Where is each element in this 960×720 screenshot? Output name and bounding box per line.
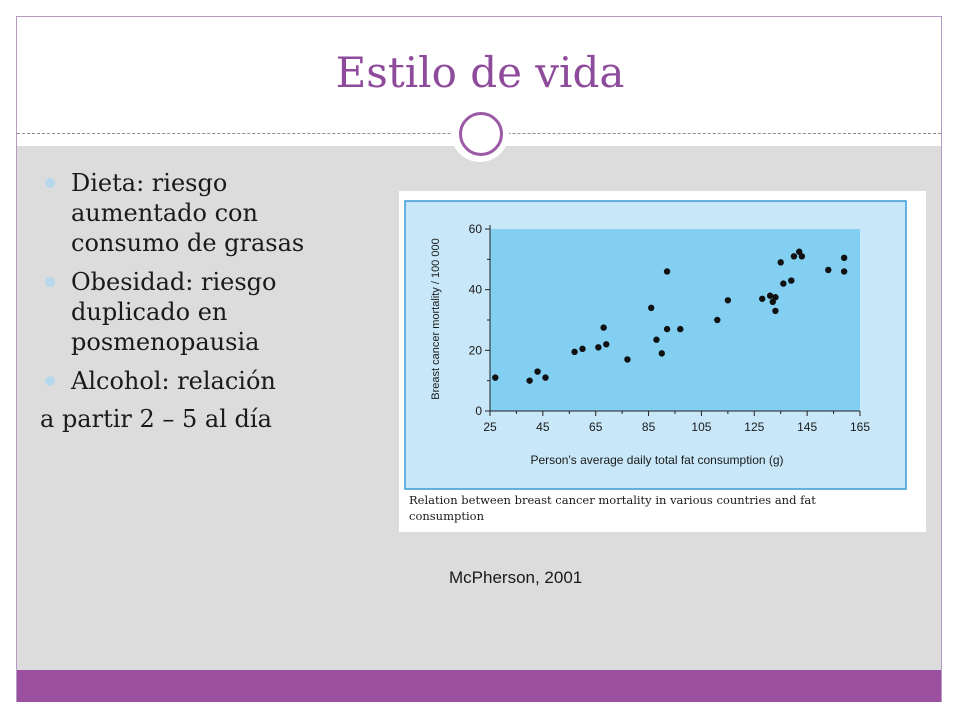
data-point	[571, 348, 578, 356]
bullet-dot-icon	[45, 277, 55, 287]
slide-title: Estilo de vida	[335, 48, 625, 97]
x-tick-label: 105	[691, 420, 711, 434]
bullet-text: Dieta: riesgo aumentado con consumo de g…	[71, 169, 305, 257]
data-point	[759, 295, 766, 302]
data-point	[677, 325, 684, 333]
data-point	[600, 324, 607, 331]
x-tick-label: 145	[797, 420, 817, 434]
bullet-dot-icon	[45, 178, 55, 188]
ring-icon	[459, 112, 503, 156]
bullet-text: Obesidad: riesgo duplicado en posmenopau…	[71, 268, 277, 356]
y-tick-label: 20	[469, 343, 483, 357]
data-point	[542, 374, 549, 381]
data-point	[579, 345, 586, 353]
y-axis-label: Breast cancer mortality / 100 000	[430, 238, 442, 399]
scatter-chart: 0 20 40 60 25 45 65 85 105 125 145 165 Person's ave…	[404, 200, 907, 523]
data-point	[534, 368, 541, 375]
data-point	[603, 341, 610, 348]
data-point	[624, 356, 631, 363]
data-point	[724, 297, 732, 304]
bullet-item: Alcohol: relación	[40, 366, 370, 396]
data-point	[658, 350, 665, 357]
x-axis-label: Person's average daily total fat consump…	[530, 453, 783, 467]
y-tick-label: 60	[469, 222, 483, 236]
caption-line: Relation between breast cancer mortality…	[409, 493, 816, 507]
data-point	[526, 377, 533, 384]
plot-area	[490, 229, 860, 411]
data-point	[777, 259, 784, 266]
source-citation: McPherson, 2001	[449, 568, 583, 587]
bullet-item: Dieta: riesgo aumentado con consumo de g…	[40, 168, 370, 258]
data-point	[595, 344, 602, 351]
data-point	[714, 316, 721, 324]
bullet-dot-icon	[45, 376, 55, 386]
x-tick-label: 65	[589, 420, 603, 434]
data-point	[790, 253, 798, 260]
data-point	[663, 268, 671, 275]
data-point	[788, 277, 795, 284]
continuation-text: a partir 2 – 5 al día	[40, 405, 272, 433]
data-point	[653, 336, 660, 343]
bottom-accent-bar	[17, 670, 941, 702]
data-point	[663, 325, 671, 333]
data-point	[825, 266, 832, 274]
data-point	[772, 294, 779, 301]
y-tick-label: 0	[475, 404, 482, 418]
data-point	[798, 253, 806, 260]
data-point	[780, 280, 787, 287]
x-tick-label: 45	[536, 420, 550, 434]
chart-figure: 0 20 40 60 25 45 65 85 105 125 145 165 Person's ave…	[399, 191, 926, 532]
x-tick-label: 125	[744, 420, 764, 434]
figure-caption: Relation between breast cancer mortality…	[409, 493, 820, 523]
x-tick-label: 25	[483, 420, 497, 434]
x-tick-label: 165	[850, 420, 870, 434]
data-point	[772, 307, 779, 315]
data-point	[840, 268, 848, 275]
data-point	[648, 304, 655, 312]
bullet-item: Obesidad: riesgo duplicado en posmenopau…	[40, 267, 370, 357]
data-point	[840, 254, 848, 262]
y-tick-label: 40	[469, 283, 483, 297]
bullet-text: Alcohol: relación	[71, 367, 276, 395]
data-point	[492, 374, 499, 381]
data-point	[766, 292, 774, 299]
bullet-list: Dieta: riesgo aumentado con consumo de g…	[40, 168, 370, 434]
x-tick-label: 85	[642, 420, 656, 434]
caption-line: consumption	[409, 509, 485, 523]
